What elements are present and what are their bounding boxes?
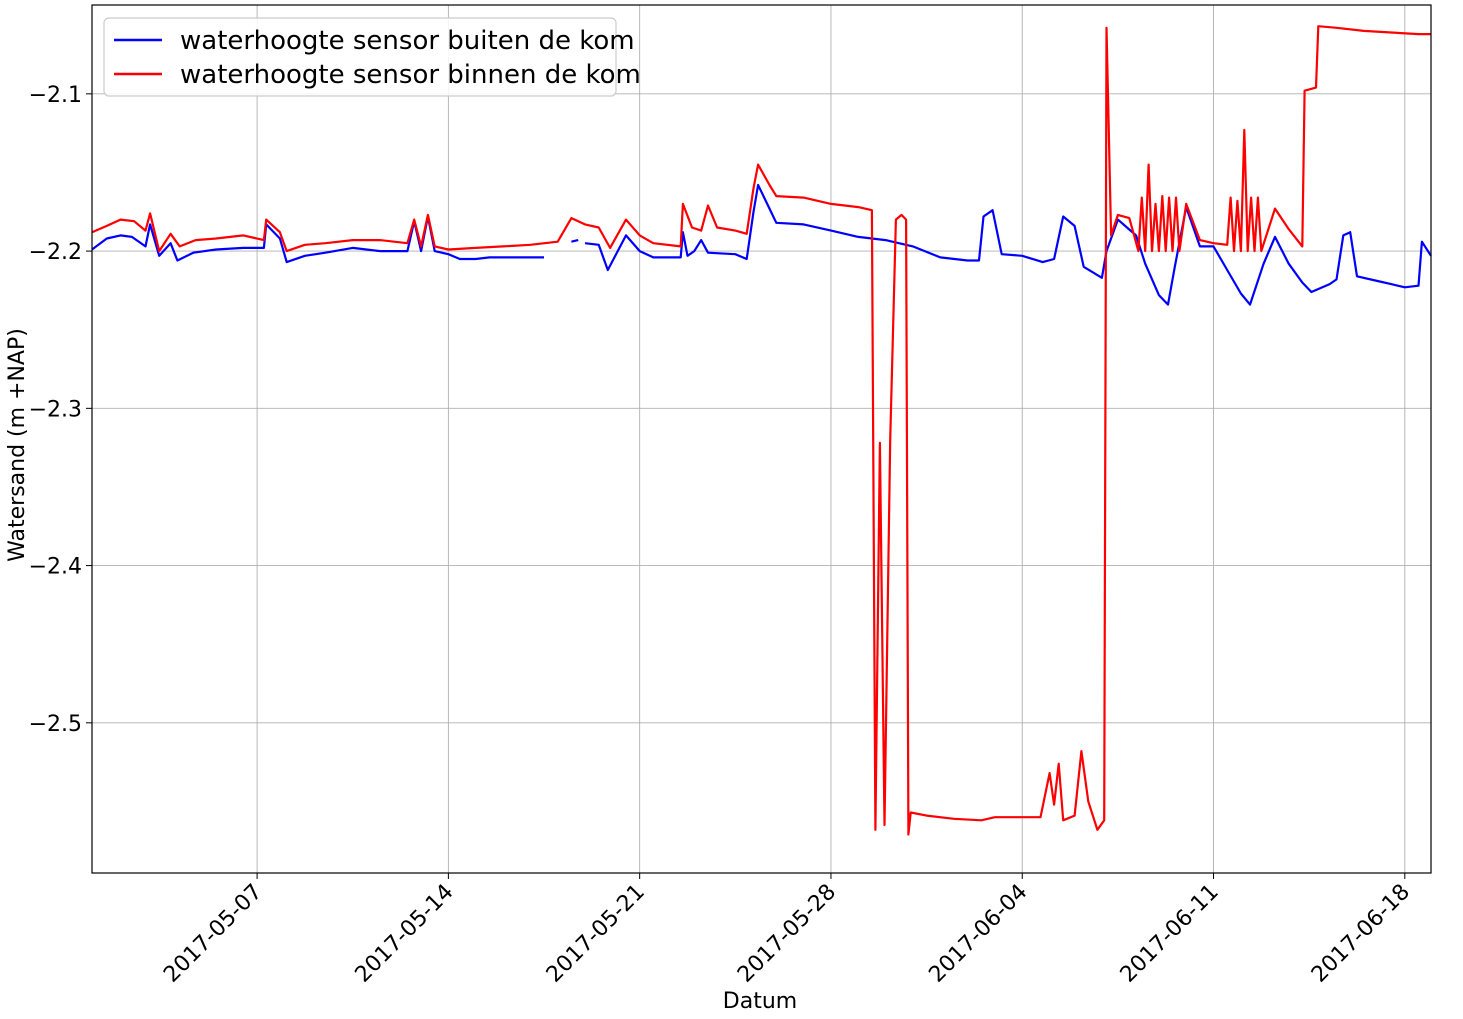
x-tick-label: 2017-06-11: [1116, 880, 1224, 988]
series-line-1: [91, 25, 1431, 836]
x-tick-label: 2017-05-21: [542, 880, 650, 988]
x-tick-label: 2017-06-18: [1307, 880, 1415, 988]
y-tick-label: −2.1: [29, 83, 82, 108]
x-axis-label: Datum: [723, 989, 797, 1014]
x-tick-label: 2017-05-28: [733, 880, 841, 988]
y-tick-label: −2.3: [29, 397, 82, 422]
x-tick-label: 2017-05-07: [159, 880, 267, 988]
x-axis: 2017-05-07 2017-05-14 2017-05-21 2017-05-28…: [159, 873, 1415, 988]
plot-frame: [91, 4, 1432, 874]
x-tick-label: 2017-05-14: [351, 880, 459, 988]
y-tick-label: −2.2: [29, 240, 82, 265]
series-line-0: [91, 215, 544, 264]
series-line-0: [584, 183, 1432, 306]
y-axis: −2.1 −2.2 −2.3 −2.4 −2.5: [29, 83, 92, 737]
legend-box: [103, 17, 617, 97]
legend-label-binnen: waterhoogte sensor binnen de kom: [180, 60, 641, 90]
plot-background: [92, 5, 1431, 873]
y-tick-label: −2.5: [29, 712, 82, 737]
legend-label-buiten: waterhoogte sensor buiten de kom: [180, 26, 635, 56]
series-layer: [91, 25, 1432, 836]
x-tick-label: 2017-06-04: [924, 880, 1032, 988]
y-tick-label: −2.4: [29, 555, 82, 580]
series-line-0: [571, 239, 579, 243]
legend: waterhoogte sensor buiten de kom waterho…: [103, 17, 641, 97]
y-axis-label: Watersand (m +NAP): [5, 328, 30, 562]
grid: [92, 5, 1431, 873]
